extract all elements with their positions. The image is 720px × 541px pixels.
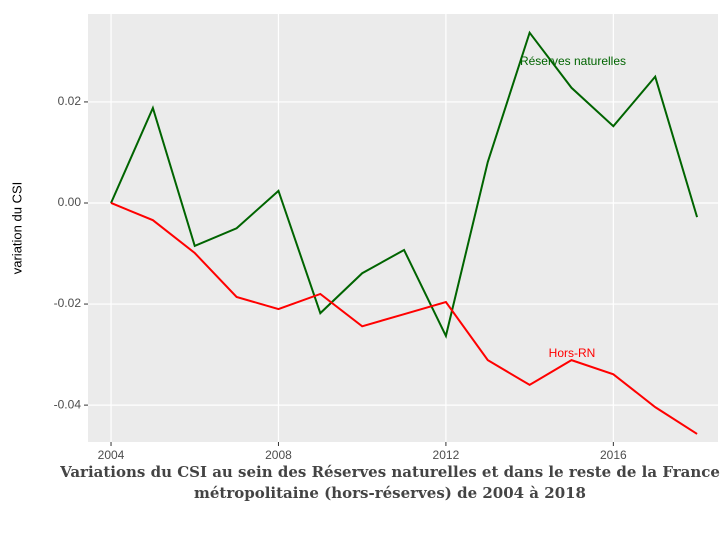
caption: Variations du CSI au sein des Réserves n… — [60, 463, 720, 502]
panel — [88, 14, 718, 442]
x-tick-label: 2008 — [265, 448, 292, 460]
y-tick-label: 0.02 — [58, 94, 82, 108]
y-tick-label: -0.02 — [54, 296, 82, 310]
x-tick-label: 2004 — [98, 448, 125, 460]
y-tick-label: -0.04 — [54, 397, 82, 411]
series-label: Hors-RN — [549, 346, 596, 360]
series-label: Réserves naturelles — [520, 54, 626, 68]
y-tick-label: 0.00 — [58, 195, 82, 209]
series-line — [110, 30, 699, 339]
series-line — [110, 202, 698, 435]
x-tick-label: 2012 — [433, 448, 460, 460]
x-tick-label: 2016 — [600, 448, 627, 460]
y-axis-label: variation du CSI — [9, 182, 24, 275]
chart: variation du CSI 0.02 0.00 -0.02 -0.04 2004 2… — [9, 14, 718, 460]
